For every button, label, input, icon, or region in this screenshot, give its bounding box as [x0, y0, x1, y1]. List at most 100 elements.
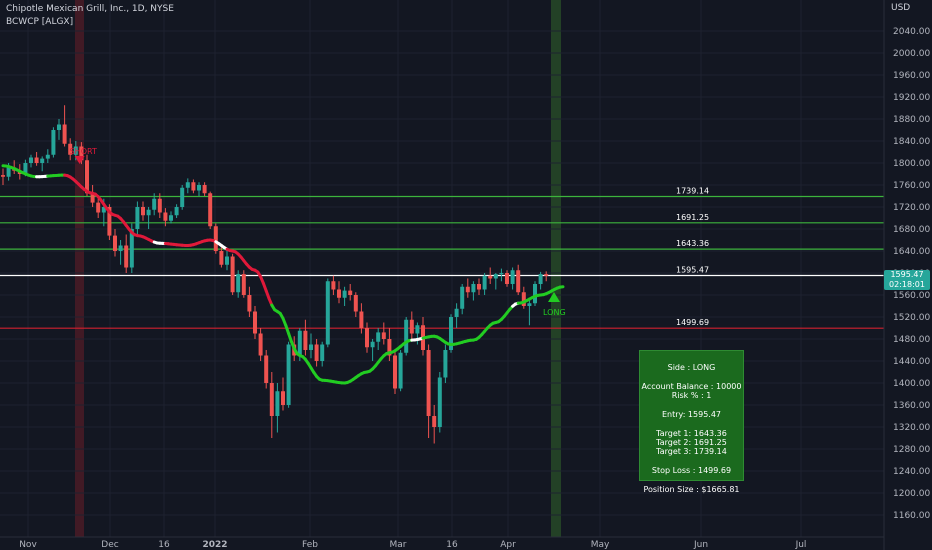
short-highlight-band — [75, 0, 84, 537]
date-tick-label: May — [591, 540, 610, 550]
candles — [1, 105, 549, 444]
candle-body — [325, 281, 330, 345]
candle-body — [365, 328, 369, 348]
date-tick-label: Apr — [500, 540, 516, 550]
panel-side: Side : LONG — [667, 363, 716, 372]
candle-body — [493, 274, 498, 279]
candle-body — [348, 290, 353, 295]
date-tick-label: 2022 — [202, 540, 227, 550]
level-label-target2: 1691.25 — [676, 213, 709, 222]
indicator-label[interactable]: BCWCP [ALGX] — [6, 17, 74, 27]
candle-body — [544, 274, 549, 276]
candle-body — [297, 330, 302, 356]
candle-body — [96, 202, 101, 213]
candle-body — [253, 311, 257, 334]
candle-body — [85, 160, 89, 194]
candle-body — [387, 339, 392, 356]
panel-stop-loss: Stop Loss : 1499.69 — [651, 466, 732, 475]
candle-body — [241, 274, 246, 295]
candle-body — [135, 207, 140, 229]
candle-body — [141, 207, 145, 216]
candle-body — [432, 416, 437, 427]
candle-body — [449, 317, 453, 350]
candle-body — [488, 275, 493, 279]
candle-body — [40, 158, 45, 163]
panel-target-2: Target 2: 1691.25 — [656, 438, 727, 447]
candle-body — [415, 325, 420, 334]
price-tick-label: 1920.00 — [893, 93, 930, 103]
candle-body — [286, 344, 291, 405]
candle-body — [454, 308, 459, 317]
price-tick-label: 1640.00 — [893, 247, 930, 257]
candle-body — [460, 286, 465, 309]
candle-body — [197, 185, 201, 191]
price-tick-label: 1320.00 — [893, 423, 930, 433]
candle-body — [398, 352, 403, 389]
candle-body — [29, 157, 33, 163]
price-tick-label: 1720.00 — [893, 203, 930, 213]
price-tick-label: 1360.00 — [893, 401, 930, 411]
price-tick-label: 1800.00 — [893, 159, 930, 169]
candle-body — [314, 344, 319, 361]
candle-body — [527, 303, 532, 306]
price-tick-label: 1560.00 — [893, 291, 930, 301]
candle-body — [180, 187, 185, 207]
price-tick-label: 1480.00 — [893, 335, 930, 345]
candle-body — [57, 124, 61, 130]
candle-body — [230, 256, 235, 293]
candle-body — [79, 146, 84, 161]
panel-entry: Entry: 1595.47 — [661, 410, 722, 419]
candle-body — [281, 391, 285, 405]
candle-body — [23, 163, 28, 174]
candle-body — [1, 175, 5, 177]
candle-body — [337, 289, 341, 298]
candle-body — [174, 207, 179, 216]
candle-body — [376, 332, 381, 342]
price-tick-label: 1840.00 — [893, 137, 930, 147]
candle-body — [124, 245, 129, 268]
candle-body — [73, 146, 78, 155]
candle-body — [213, 226, 218, 251]
level-label-target1: 1643.36 — [676, 239, 709, 248]
candle-body — [51, 130, 56, 155]
candle-body — [404, 319, 409, 353]
candle-body — [477, 284, 481, 290]
candle-body — [219, 251, 224, 265]
candle-body — [163, 212, 168, 221]
candle-body — [533, 284, 537, 304]
date-tick-label: Feb — [302, 540, 318, 550]
candle-body — [426, 350, 431, 416]
candle-body — [118, 245, 123, 251]
candle-body — [309, 344, 313, 350]
level-label-entry: 1595.47 — [676, 265, 709, 274]
price-tick-label: 2000.00 — [893, 49, 930, 59]
bar-countdown: 02:18:01 — [889, 280, 925, 289]
candle-body — [471, 284, 476, 293]
candle-body — [499, 273, 504, 275]
candle-body — [146, 209, 151, 216]
candle-body — [521, 292, 526, 306]
candle-body — [152, 198, 157, 210]
candle-body — [6, 167, 11, 177]
candle-body — [62, 124, 67, 144]
candle-body — [505, 273, 509, 284]
candle-body — [269, 383, 274, 416]
candle-body — [409, 319, 414, 334]
candle-body — [101, 207, 106, 213]
price-tick-label: 1760.00 — [893, 181, 930, 191]
candle-body — [275, 391, 280, 416]
candle-body — [393, 355, 397, 389]
candle-body — [353, 295, 358, 312]
candle-body — [465, 286, 470, 293]
last-price-tag: 1595.47 02:18:01 — [884, 270, 930, 290]
candle-body — [90, 193, 95, 203]
price-tick-label: 1960.00 — [893, 71, 930, 81]
long-signal-label: LONG — [543, 308, 566, 317]
candle-body — [107, 207, 112, 236]
candle-body — [157, 198, 162, 213]
currency-label[interactable]: USD — [891, 3, 911, 13]
candle-body — [208, 193, 213, 227]
candle-body — [381, 332, 386, 339]
price-tick-label: 1400.00 — [893, 379, 930, 389]
